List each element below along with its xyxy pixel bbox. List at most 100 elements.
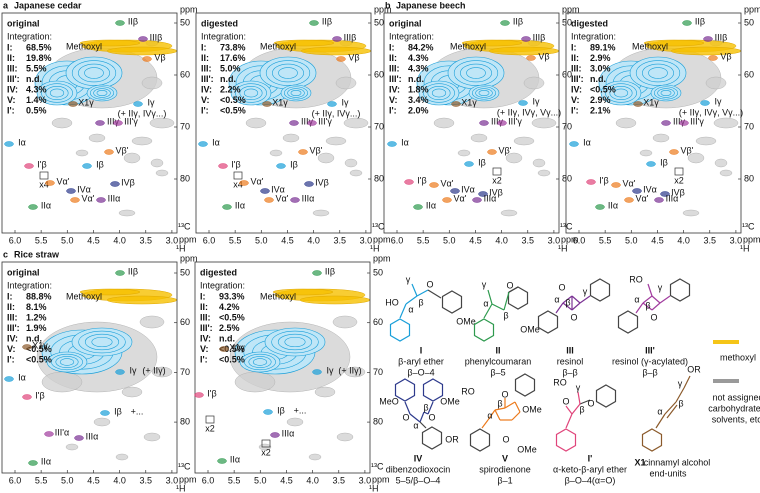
atom-label: O — [587, 398, 594, 408]
unassigned-contour — [343, 117, 369, 129]
peak-label: Methoxyl — [260, 291, 296, 301]
legend-label: methoxyl — [720, 352, 756, 362]
x-unit: ppm — [561, 234, 579, 244]
aryl-ether-contour — [65, 56, 123, 90]
x-tick-label: 4.5 — [469, 235, 482, 245]
atom-label: OMe — [456, 316, 476, 326]
integration-label: I': — [7, 105, 15, 115]
y-tick-label: 80 — [180, 173, 190, 183]
x-tick-label: 3.5 — [139, 475, 152, 485]
integration-value: <0.5% — [26, 354, 52, 364]
integration-value: 4.3% — [408, 53, 429, 63]
integration-label: V: — [389, 95, 398, 105]
peak-label: Iα — [401, 137, 409, 147]
peak-contour — [387, 141, 397, 147]
y-tick-label: 50 — [180, 17, 190, 27]
bond — [487, 289, 493, 305]
peak-contour — [28, 460, 38, 466]
bond — [579, 399, 591, 405]
atom-label: α — [487, 410, 492, 420]
integration-value: 4.3% — [408, 63, 429, 73]
integration-label: III': — [200, 323, 213, 333]
peak-label: IIβ — [322, 16, 332, 26]
peak-contour — [142, 56, 152, 62]
bond — [659, 295, 671, 304]
aromatic-ring — [441, 290, 463, 314]
atom-label: O — [650, 312, 657, 322]
x-tick-label: 5.0 — [625, 235, 638, 245]
aryl-ether-contour — [648, 67, 668, 79]
unassigned-contour — [695, 136, 717, 146]
peak-label: Iβ — [290, 159, 298, 169]
y-tick-label: 60 — [180, 69, 190, 79]
integration-label: III: — [7, 63, 18, 73]
integration-value: <0.5% — [26, 344, 52, 354]
peak-label: Vβ — [154, 52, 165, 62]
peak-label: Iα — [212, 137, 220, 147]
y-tick-label: 80 — [744, 173, 754, 183]
aromatic-ring — [473, 318, 495, 342]
peak-label: III'γ — [690, 116, 704, 126]
peak-label: Vα' — [251, 176, 264, 186]
aryl-ether-contour — [36, 80, 78, 106]
x-tick-label: 6.0 — [391, 235, 404, 245]
structure-linkage: β–5 — [490, 367, 505, 377]
peak-contour — [74, 435, 84, 441]
integration-value: 1.4% — [26, 95, 47, 105]
atom-label: γ — [678, 378, 683, 388]
atom-label: OR — [445, 434, 459, 444]
aryl-ether-contour — [609, 85, 633, 101]
integration-label: III': — [7, 323, 20, 333]
peak-label: Vα' — [276, 193, 289, 203]
x-tick-label: 3.5 — [703, 235, 716, 245]
peak-contour — [487, 149, 497, 155]
integration-label: I: — [389, 42, 395, 52]
integration-value: n.d. — [26, 74, 42, 84]
peak-label: IIIγ — [673, 116, 686, 126]
peak-label: IVα — [77, 184, 91, 194]
y-tick-label: 60 — [744, 69, 754, 79]
peak-contour — [450, 188, 460, 194]
peak-contour — [518, 100, 528, 106]
integration-value: <0.5% — [220, 95, 246, 105]
x-tick-label: 6.0 — [9, 475, 22, 485]
peak-contour — [289, 120, 299, 126]
structure-name: resinol — [557, 356, 584, 366]
peak-contour — [682, 20, 692, 26]
bond — [647, 283, 653, 297]
peak-label: Iα — [18, 372, 26, 382]
peak-contour — [464, 161, 474, 167]
peak-contour — [661, 120, 671, 126]
peak-label: Iβ — [96, 159, 104, 169]
atom-label: O — [426, 279, 433, 289]
unassigned-contour — [349, 169, 363, 177]
integration-value: 1.2% — [26, 312, 47, 322]
unassigned-contour — [155, 169, 169, 177]
peak-label: Iγ — [147, 97, 155, 107]
x-tick-label: 6.0 — [203, 235, 216, 245]
bond — [666, 404, 678, 419]
peak-label: IIIβ — [533, 32, 546, 42]
aryl-ether-contour — [475, 88, 493, 98]
integration-label: I': — [201, 105, 209, 115]
spectrum-title: digested — [200, 267, 237, 277]
x-tick-label: 5.0 — [443, 235, 456, 245]
atom-label: O — [502, 434, 509, 444]
spectrum: 6.0 5.5 5.0 4.5 4.0 3.5 3.050607080ppm¹³Cppm¹H… — [1, 253, 198, 493]
peak-label: IIIβ — [715, 32, 728, 42]
integration-value: 5.0% — [220, 63, 241, 73]
unassigned-contour — [714, 158, 728, 168]
spectrum-title: original — [389, 18, 422, 28]
peak-label: Vβ — [348, 52, 359, 62]
peak-label: X1γ — [461, 97, 477, 107]
atom-label: α — [483, 298, 488, 308]
atom-label: O — [570, 312, 577, 322]
peak-label: Methoxyl — [66, 41, 102, 51]
atom-label: MeO — [379, 396, 399, 406]
x-tick-label: 4.0 — [113, 235, 126, 245]
aryl-ether-contour — [284, 336, 306, 348]
aromatic-ring — [617, 310, 639, 334]
peak-label: Iα — [583, 137, 591, 147]
atom-label: α — [657, 406, 662, 416]
peak-contour — [66, 188, 76, 194]
